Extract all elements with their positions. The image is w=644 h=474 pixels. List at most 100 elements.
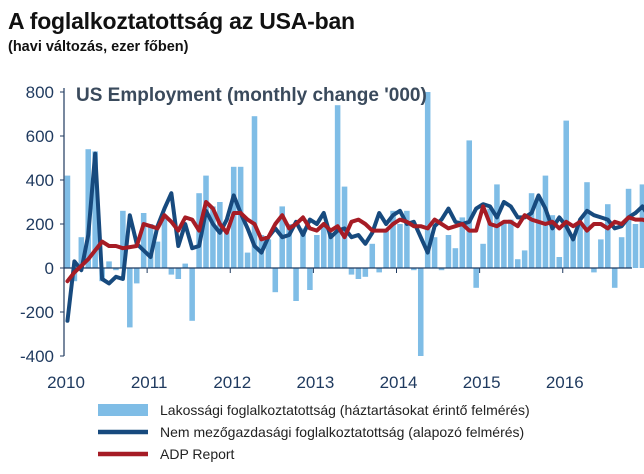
x-tick-label: 2014 bbox=[380, 373, 418, 392]
household-bar bbox=[133, 268, 140, 284]
household-bar bbox=[355, 268, 362, 279]
household-bar bbox=[431, 237, 438, 268]
household-bar bbox=[307, 268, 313, 290]
household-bar bbox=[293, 268, 299, 301]
household-bar bbox=[598, 239, 604, 268]
household-bar bbox=[113, 268, 119, 271]
household-bar bbox=[480, 243, 486, 268]
household-bar bbox=[383, 230, 389, 268]
household-bar bbox=[154, 241, 161, 268]
household-bar bbox=[438, 268, 445, 271]
household-bar bbox=[251, 116, 258, 268]
household-bar bbox=[528, 193, 535, 268]
legend-label-adp: ADP Report bbox=[160, 446, 235, 462]
household-bar bbox=[591, 268, 597, 273]
household-bar bbox=[140, 213, 147, 268]
household-bar bbox=[625, 188, 632, 268]
x-tick-label: 2010 bbox=[47, 373, 85, 392]
household-bar bbox=[224, 230, 230, 268]
household-bar bbox=[605, 204, 611, 268]
household-bar bbox=[508, 219, 514, 268]
household-bar bbox=[473, 268, 479, 288]
household-bar bbox=[521, 250, 528, 268]
household-bar bbox=[417, 268, 424, 356]
household-bar bbox=[106, 261, 112, 268]
adp-line bbox=[65, 200, 644, 284]
household-bar bbox=[210, 206, 216, 268]
household-bar bbox=[64, 175, 71, 268]
x-tick-label: 2015 bbox=[463, 373, 501, 392]
household-bar bbox=[334, 105, 341, 268]
x-tick-label: 2011 bbox=[131, 373, 168, 392]
household-bar bbox=[639, 184, 644, 268]
y-tick-label: -400 bbox=[20, 347, 54, 366]
nonfarm-line bbox=[65, 151, 644, 323]
household-bar bbox=[182, 263, 188, 268]
household-bar bbox=[618, 237, 625, 268]
household-bar bbox=[265, 239, 272, 268]
y-axis: 800 600 400 200 0 -200 -400 bbox=[20, 83, 64, 366]
household-bar bbox=[411, 268, 417, 271]
household-bar bbox=[127, 268, 133, 328]
household-bar bbox=[362, 268, 369, 277]
y-tick-label: 200 bbox=[26, 215, 54, 234]
household-bar bbox=[189, 268, 195, 321]
household-bar bbox=[217, 202, 223, 268]
household-bar bbox=[203, 175, 209, 268]
household-bar bbox=[404, 210, 410, 268]
x-tick-label: 2013 bbox=[296, 373, 334, 392]
household-bar bbox=[78, 237, 85, 268]
y-tick-label: 400 bbox=[26, 171, 54, 190]
x-tick-label: 2016 bbox=[546, 373, 584, 392]
household-bar bbox=[556, 257, 563, 268]
household-bar bbox=[501, 221, 507, 268]
household-bar bbox=[487, 208, 493, 268]
household-bar bbox=[85, 149, 92, 268]
legend: Lakossági foglalkoztatottság (háztartáso… bbox=[98, 402, 530, 462]
household-bar bbox=[92, 151, 98, 268]
household-bar bbox=[514, 259, 521, 268]
household-bar bbox=[376, 268, 382, 273]
y-tick-label: 600 bbox=[26, 127, 54, 146]
household-bar bbox=[161, 217, 168, 268]
household-bar bbox=[272, 268, 279, 293]
household-bar bbox=[314, 235, 320, 268]
household-bar bbox=[535, 199, 542, 268]
household-bar bbox=[632, 224, 639, 268]
household-bar bbox=[452, 248, 459, 268]
household-bar bbox=[390, 210, 396, 268]
household-bar bbox=[286, 224, 292, 268]
household-bar bbox=[244, 252, 251, 268]
household-bar bbox=[584, 182, 590, 268]
page-subtitle: (havi változás, ezer főben) bbox=[8, 39, 189, 55]
legend-label-household: Lakossági foglalkoztatottság (háztartáso… bbox=[160, 402, 530, 418]
household-bar bbox=[459, 217, 466, 268]
y-tick-label: 800 bbox=[26, 83, 54, 102]
y-tick-label: -200 bbox=[20, 303, 54, 322]
x-axis: 2010 2011 2012 2013 2014 2015 2016 bbox=[47, 268, 584, 392]
household-bar bbox=[549, 215, 556, 268]
household-bar bbox=[369, 243, 376, 268]
household-bar bbox=[321, 226, 327, 268]
household-bar bbox=[147, 224, 154, 268]
chart-title: US Employment (monthly change '000) bbox=[76, 85, 427, 106]
household-bar bbox=[397, 224, 403, 268]
household-bar bbox=[563, 120, 569, 268]
y-tick-label: 0 bbox=[45, 259, 54, 278]
household-bar bbox=[327, 232, 334, 268]
household-bar bbox=[577, 224, 583, 268]
household-bar bbox=[570, 237, 576, 268]
household-bar bbox=[348, 268, 355, 275]
household-bar bbox=[611, 268, 618, 288]
legend-label-nonfarm: Nem mezőgazdasági foglalkoztatottság (al… bbox=[160, 424, 524, 440]
household-bar bbox=[120, 210, 126, 268]
household-bar bbox=[424, 92, 431, 268]
household-bar bbox=[175, 268, 182, 279]
page-title: A foglalkoztatottság az USA-ban bbox=[8, 8, 355, 34]
x-tick-label: 2012 bbox=[213, 373, 251, 392]
household-bar bbox=[445, 235, 452, 268]
household-bar bbox=[466, 140, 473, 268]
household-bar bbox=[168, 268, 175, 275]
household-bar bbox=[300, 228, 306, 268]
